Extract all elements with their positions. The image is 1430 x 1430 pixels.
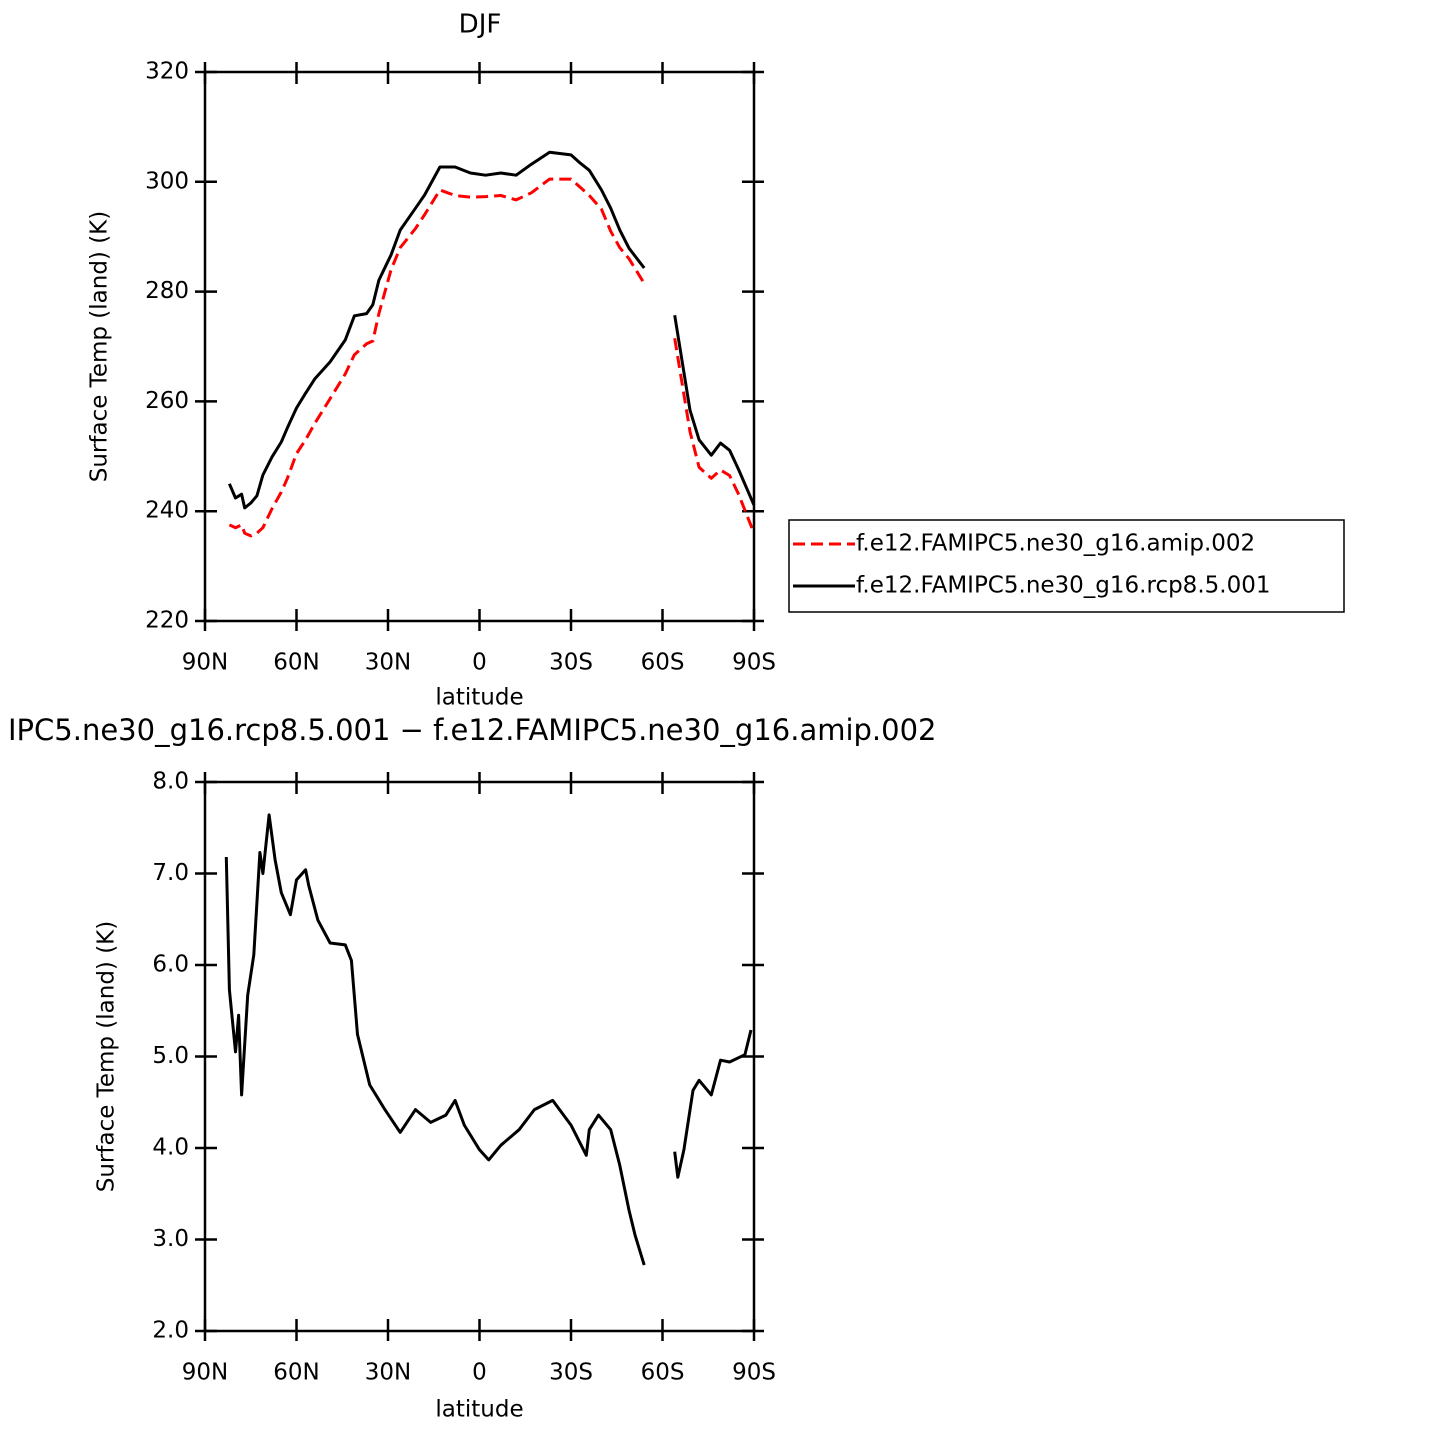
line	[228, 177, 756, 538]
y-tick-label: 2.0	[152, 1318, 189, 1344]
chart-title: IPC5.ne30_g16.rcp8.5.001 − f.e12.FAMIPC5…	[8, 713, 937, 747]
x-tick-label: 60S	[641, 650, 685, 676]
y-tick-label: 7.0	[152, 860, 189, 886]
legend-label: f.e12.FAMIPC5.ne30_g16.amip.002	[856, 531, 1255, 557]
x-tick-label: 90S	[732, 650, 776, 676]
legend-label: f.e12.FAMIPC5.ne30_g16.rcp8.5.001	[856, 573, 1270, 599]
x-tick-label: 60S	[641, 1360, 685, 1386]
chart-title: DJF	[459, 10, 502, 40]
x-tick-label: 90N	[182, 650, 228, 676]
y-tick-label: 300	[145, 168, 189, 194]
y-tick-label: 4.0	[152, 1135, 189, 1161]
y-tick-label: 8.0	[152, 769, 189, 795]
x-tick-label: 0	[472, 1360, 487, 1386]
x-axis-label: latitude	[435, 1397, 523, 1423]
y-tick-label: 5.0	[152, 1043, 189, 1069]
y-tick-label: 3.0	[152, 1226, 189, 1252]
plot-frame	[203, 70, 756, 623]
x-tick-label: 30S	[549, 650, 593, 676]
y-tick-label: 6.0	[152, 952, 189, 978]
x-tick-label: 30S	[549, 1360, 593, 1386]
y-tick-label: 260	[145, 388, 189, 414]
line	[228, 150, 756, 510]
x-tick-label: 60N	[273, 650, 319, 676]
y-axis-label: Surface Temp (land) (K)	[94, 921, 120, 1193]
x-tick-label: 30N	[365, 1360, 411, 1386]
x-tick-label: 60N	[273, 1360, 319, 1386]
y-axis-label: Surface Temp (land) (K)	[87, 211, 113, 483]
y-tick-label: 240	[145, 498, 189, 524]
legend-box	[788, 519, 1345, 613]
y-tick-label: 320	[145, 59, 189, 85]
x-tick-label: 0	[472, 650, 487, 676]
y-tick-label: 280	[145, 278, 189, 304]
x-tick-label: 30N	[365, 650, 411, 676]
y-tick-label: 220	[145, 608, 189, 634]
x-axis-label: latitude	[435, 685, 523, 711]
plot-frame	[203, 780, 756, 1333]
x-tick-label: 90N	[182, 1360, 228, 1386]
x-tick-label: 90S	[732, 1360, 776, 1386]
line	[224, 813, 753, 1266]
